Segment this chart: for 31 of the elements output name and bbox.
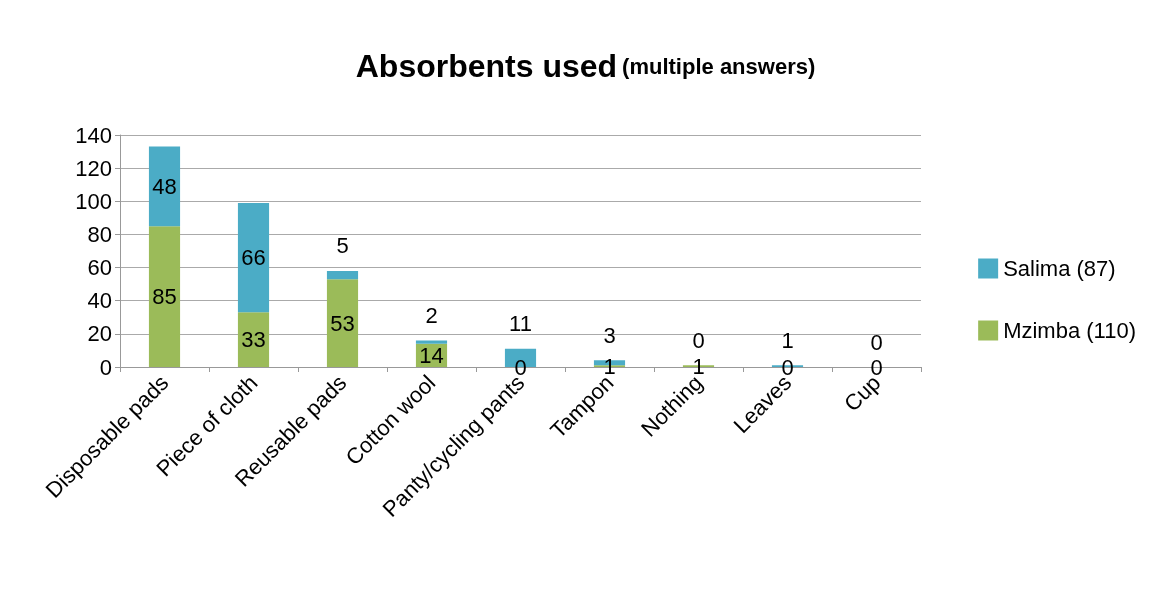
y-tick-label: 60: [87, 255, 112, 281]
y-tick-label: 0: [99, 354, 112, 380]
y-tick-label: 20: [87, 321, 112, 347]
y-tick-label: 40: [87, 288, 112, 314]
legend-label: Salima (87): [1003, 256, 1116, 281]
legend-label: Mzimba (110): [1003, 318, 1137, 343]
bar: [326, 270, 359, 280]
data-label: 11: [509, 311, 532, 337]
chart-title: Absorbents used: [355, 48, 618, 84]
bar: [415, 340, 448, 344]
data-label: 0: [870, 329, 883, 355]
data-label: 66: [241, 245, 266, 271]
data-label: 1: [781, 327, 794, 353]
data-label: 33: [241, 327, 266, 353]
y-tick-label: 140: [75, 122, 112, 148]
chart-subtitle: (multiple answers): [622, 53, 816, 79]
data-label: 3: [603, 322, 616, 348]
bar: [148, 146, 181, 227]
y-tick-label: 120: [75, 155, 112, 181]
data-label: 85: [152, 284, 177, 310]
data-label: 5: [336, 233, 349, 259]
data-label: 48: [152, 173, 177, 199]
data-label: 2: [425, 302, 438, 328]
data-label: 0: [692, 327, 705, 353]
y-tick-label: 80: [87, 221, 112, 247]
data-label: 53: [330, 310, 355, 336]
y-tick-label: 100: [75, 188, 112, 214]
bar: [148, 226, 181, 367]
bar: [326, 279, 359, 367]
data-label: 14: [419, 342, 444, 368]
bar: [237, 202, 270, 313]
